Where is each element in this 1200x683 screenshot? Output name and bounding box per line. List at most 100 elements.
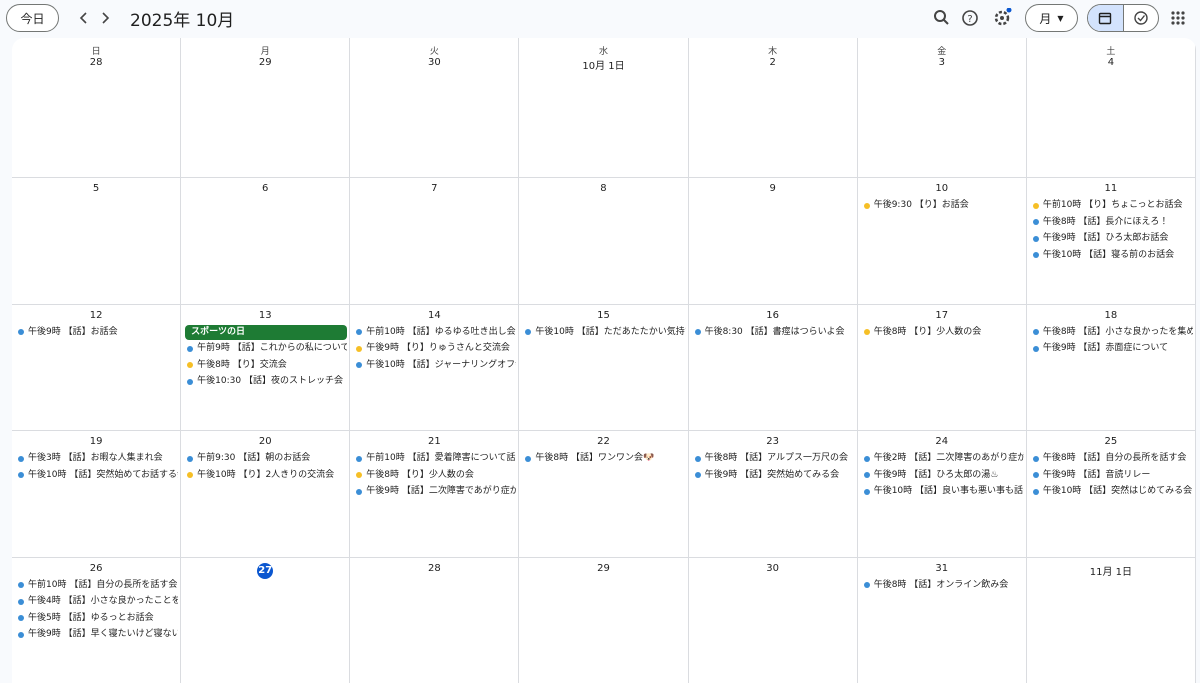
date-number[interactable]: 2: [769, 57, 776, 68]
event-text: 午後8時 【り】少人数の会: [366, 469, 474, 480]
event-text: 午後10時 【話】寝る前のお話会: [1042, 249, 1175, 260]
event[interactable]: 午前9時 【話】これからの私について: [185, 341, 347, 356]
event[interactable]: 午後10時 【話】突然始めてお話する会: [16, 468, 178, 483]
event[interactable]: 午後9時 【り】りゅうさんと交流会: [354, 341, 516, 356]
event[interactable]: 午後10時 【り】2人きりの交流会: [185, 468, 347, 483]
date-number[interactable]: 13: [258, 309, 272, 321]
event[interactable]: 午後4時 【話】小さな良かったことを集: [16, 594, 178, 609]
event[interactable]: 午後2時 【話】二次障害のあがり症が: [862, 451, 1024, 466]
event[interactable]: 午後9時 【話】ひろ太郎お話会: [1031, 231, 1193, 246]
event-text: 午後4時 【話】小さな良かったことを集: [28, 596, 179, 607]
event[interactable]: 午後8時 【話】ワンワン会🐶: [523, 451, 685, 466]
event[interactable]: 午後5時 【話】ゆるっとお話会: [16, 611, 178, 626]
event[interactable]: 午後9:30 【り】お話会: [862, 198, 1024, 213]
date-number[interactable]: 10: [935, 183, 949, 194]
event-text: 午後9時 【話】音読リレー: [1042, 469, 1151, 480]
date-number[interactable]: 8: [600, 183, 607, 194]
day-cell: 7: [350, 178, 520, 305]
event[interactable]: 午後3時 【話】お暇な人集まれ会: [16, 451, 178, 466]
view-dropdown[interactable]: 月 ▼: [1025, 4, 1078, 32]
event[interactable]: 午前10時 【話】ゆるゆる吐き出し会: [354, 325, 516, 340]
event[interactable]: 午後8時 【話】オンライン飲み会: [862, 578, 1024, 593]
event[interactable]: 午後8時 【話】長介にほえろ！: [1031, 215, 1193, 230]
event[interactable]: 午後8:30 【話】書痙はつらいよ会: [693, 325, 855, 340]
event[interactable]: 午後10時 【話】突然はじめてみる会: [1031, 484, 1193, 499]
event[interactable]: 午後10時 【話】良い事も悪い事も話そ: [862, 484, 1024, 499]
date-number[interactable]: 4: [1107, 57, 1115, 68]
month-title: 2025年 10月: [130, 11, 235, 31]
event-dot: [694, 329, 701, 335]
toolbar-icons[interactable]: ?: [932, 8, 1014, 28]
event[interactable]: 午後10時 【話】ただあたたかい気持ち: [523, 325, 686, 340]
date-number[interactable]: 31: [935, 562, 949, 574]
date-number[interactable]: 17: [935, 309, 949, 321]
event[interactable]: 午前9:30 【話】朝のお話会: [185, 451, 347, 466]
nav-arrows[interactable]: [76, 10, 116, 26]
event[interactable]: 午後9時 【話】ひろ太郎の湯♨: [862, 468, 1024, 483]
day-cell: 29: [519, 557, 689, 683]
all-day-event[interactable]: スポーツの日: [185, 324, 348, 340]
event[interactable]: 午後8時 【り】交流会: [185, 358, 347, 373]
event[interactable]: 午後10時 【話】ジャーナリングオフ会: [354, 358, 516, 373]
date-label: 16: [689, 310, 857, 321]
date-number[interactable]: 20: [258, 436, 272, 447]
date-number[interactable]: 6: [262, 183, 269, 194]
date-number[interactable]: 9: [769, 183, 776, 194]
event[interactable]: 午後9時 【話】二次障害であがり症が: [354, 484, 516, 499]
event[interactable]: 午後8時 【り】少人数の会: [862, 325, 1024, 340]
date-label: 26: [12, 563, 180, 574]
date-number[interactable]: 7: [431, 183, 438, 194]
tasks-mode[interactable]: [1124, 5, 1159, 31]
event[interactable]: 午後8時 【話】小さな良かったを集め: [1031, 325, 1193, 340]
date-number[interactable]: 15: [597, 309, 610, 321]
day-cell: 14 午前10時 【話】ゆるゆる吐き出し会 午後9時 【り】りゅうさんと交流会 午後1…: [350, 304, 520, 431]
day-cell: 24 午後2時 【話】二次障害のあがり症が 午後9時 【話】ひろ太郎の湯♨ 午後10時…: [857, 431, 1027, 558]
mode-toggle[interactable]: [1087, 4, 1159, 32]
event[interactable]: 午後8時 【り】少人数の会: [354, 468, 516, 483]
date-number[interactable]: 18: [1104, 309, 1118, 321]
date-number[interactable]: 14: [427, 309, 441, 321]
event[interactable]: 午後9時 【話】お話会: [16, 325, 178, 340]
date-number[interactable]: 28: [427, 562, 441, 574]
event[interactable]: 午前10時 【話】愛着障害について話す: [354, 451, 516, 466]
date-number[interactable]: 23: [766, 436, 779, 447]
date-number[interactable]: 30: [766, 562, 779, 574]
event[interactable]: 午後9時 【話】早く寝たいけど寝ない: [16, 627, 178, 642]
today-button[interactable]: 今日: [6, 4, 59, 32]
event-dot: [18, 582, 24, 588]
date-number[interactable]: 21: [427, 436, 441, 447]
today-date[interactable]: 27: [257, 562, 274, 579]
date-number[interactable]: 11月 1日: [1089, 566, 1133, 578]
event-dot: [356, 455, 363, 462]
date-number[interactable]: 25: [1104, 436, 1118, 447]
date-number[interactable]: 28: [89, 57, 103, 68]
event-dot: [863, 455, 870, 462]
event[interactable]: 午後10:30 【話】夜のストレッチ会: [185, 374, 347, 389]
event[interactable]: 午後9時 【話】音読リレー: [1031, 468, 1193, 483]
date-number[interactable]: 30: [427, 57, 441, 68]
event[interactable]: 午後8時 【話】アルプス一万尺の会: [693, 451, 855, 466]
date-number[interactable]: 29: [597, 562, 610, 574]
event[interactable]: 午前10時 【話】自分の長所を話す会: [16, 578, 178, 593]
date-number[interactable]: 16: [766, 309, 779, 321]
date-number[interactable]: 12: [89, 309, 103, 321]
date-number[interactable]: 11: [1104, 183, 1118, 194]
event[interactable]: 午後8時 【話】自分の長所を話す会: [1031, 451, 1193, 466]
date-number[interactable]: 24: [935, 436, 949, 447]
date-number[interactable]: 10月 1日: [582, 61, 625, 72]
calendar-mode[interactable]: [1088, 5, 1124, 31]
event-dot: [356, 345, 363, 352]
date-number[interactable]: 22: [597, 436, 610, 447]
event[interactable]: 午後9時 【話】突然始めてみる会: [693, 468, 855, 483]
apps-icon[interactable]: [1171, 11, 1185, 25]
date-number[interactable]: 3: [938, 57, 945, 68]
day-cell: 11月 1日: [1027, 557, 1196, 683]
day-cell: 15 午後10時 【話】ただあたたかい気持ち: [519, 304, 689, 431]
event[interactable]: 午後9時 【話】赤面症について: [1031, 341, 1193, 356]
date-number[interactable]: 19: [89, 436, 103, 447]
date-number[interactable]: 29: [258, 57, 272, 68]
date-number[interactable]: 5: [92, 183, 100, 194]
event[interactable]: 午前10時 【り】ちょこっとお話会: [1031, 198, 1193, 213]
date-number[interactable]: 26: [89, 562, 103, 574]
event[interactable]: 午後10時 【話】寝る前のお話会: [1031, 248, 1193, 263]
